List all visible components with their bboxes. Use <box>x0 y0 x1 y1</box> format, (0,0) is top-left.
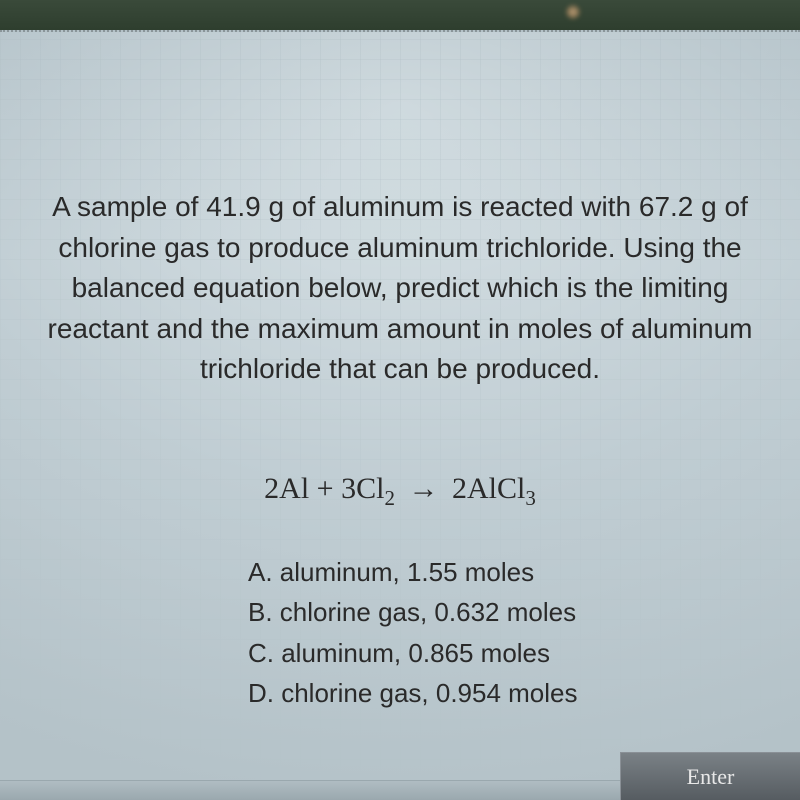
eq-coef: 2 <box>452 472 467 505</box>
question-card: A sample of 41.9 g of aluminum is reacte… <box>0 30 800 800</box>
reaction-arrow-icon: → <box>408 472 438 506</box>
eq-subscript: 3 <box>525 486 536 510</box>
eq-plus: + <box>309 472 341 505</box>
eq-symbol: AlCl <box>467 472 525 505</box>
bokeh-light <box>566 5 580 19</box>
enter-button[interactable]: Enter <box>620 752 800 800</box>
eq-coef: 3 <box>341 472 356 505</box>
eq-coef: 2 <box>264 472 279 505</box>
eq-subscript: 2 <box>384 486 395 510</box>
bottom-bar <box>0 780 620 800</box>
option-c[interactable]: C. aluminum, 0.865 moles <box>248 633 578 673</box>
option-a[interactable]: A. aluminum, 1.55 moles <box>248 552 578 592</box>
option-d[interactable]: D. chlorine gas, 0.954 moles <box>248 673 578 713</box>
eq-symbol: Al <box>279 472 309 505</box>
chemical-equation: 2Al + 3Cl2 → 2AlCl3 <box>0 472 800 511</box>
question-text: A sample of 41.9 g of aluminum is reacte… <box>20 187 780 390</box>
option-b[interactable]: B. chlorine gas, 0.632 moles <box>248 592 578 632</box>
answer-options: A. aluminum, 1.55 moles B. chlorine gas,… <box>248 552 578 713</box>
eq-symbol: Cl <box>356 472 384 505</box>
